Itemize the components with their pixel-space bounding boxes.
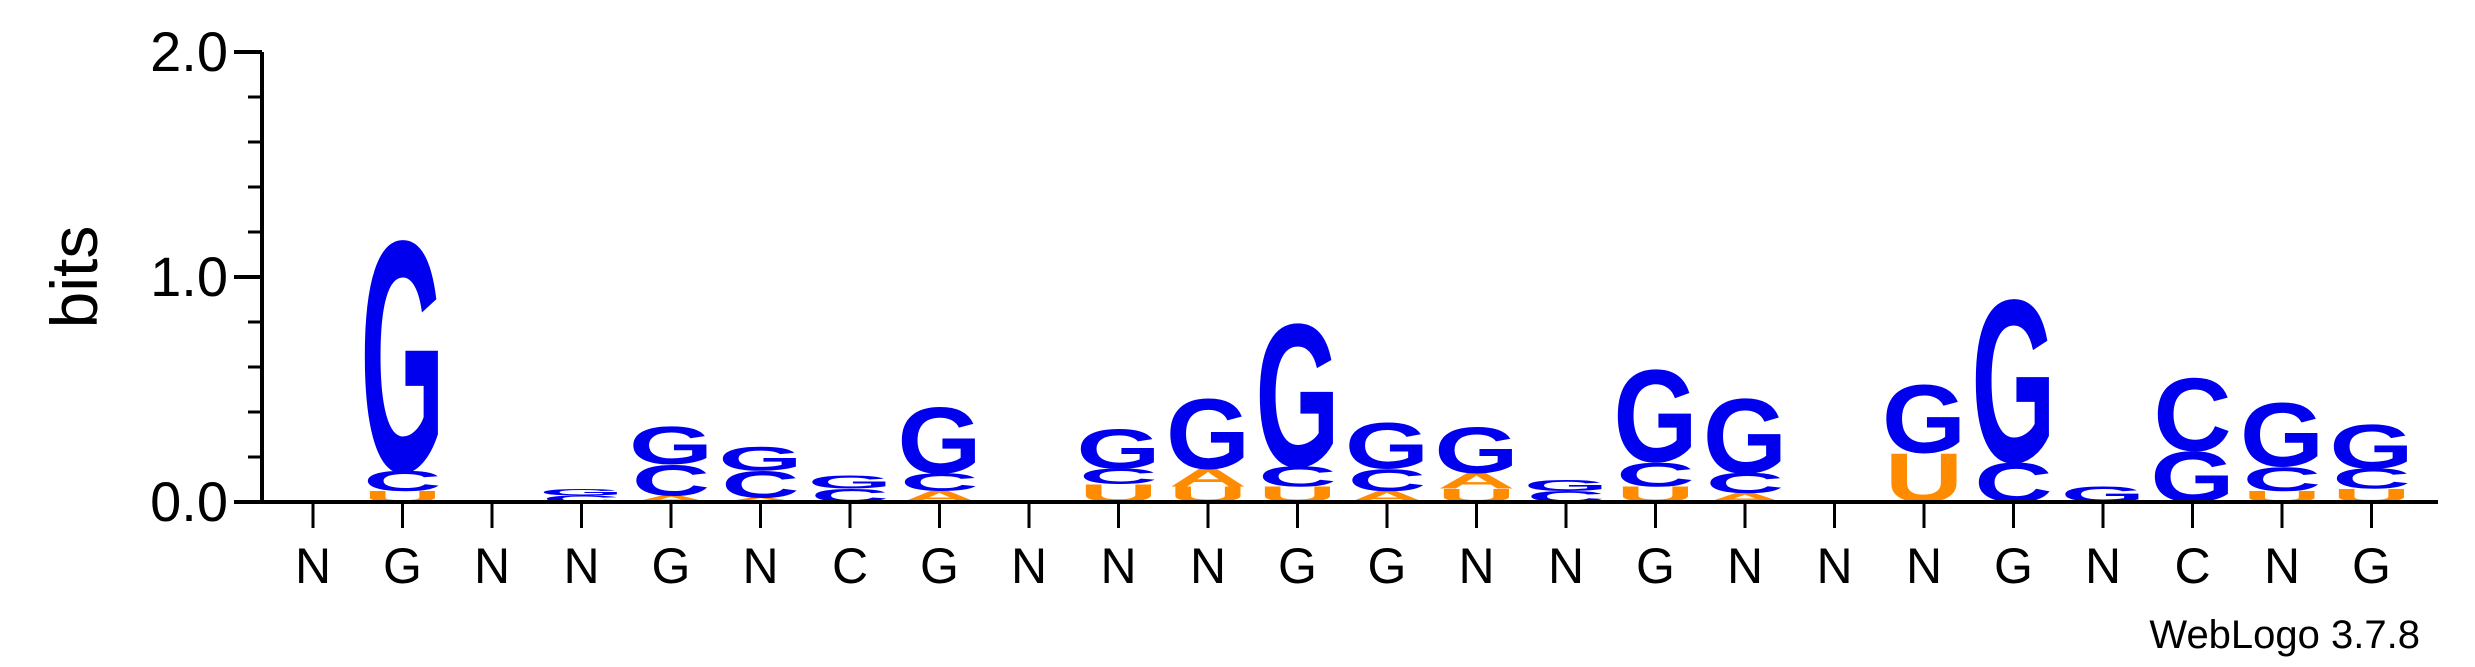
logo-letter-g: G [808, 472, 892, 493]
logo-letter-c: C [1616, 455, 1694, 494]
logo-letter-c: C [1079, 464, 1157, 489]
x-tick-label: N [295, 538, 331, 594]
x-tick-label: C [2174, 538, 2210, 594]
x-tick-label: C [832, 538, 868, 594]
y-axis-label: bits [37, 226, 111, 329]
logo-letter-g: G [1971, 253, 2055, 512]
logo-letter-g: G [1703, 376, 1787, 495]
logo-letter-a: A [1169, 464, 1247, 492]
logo-letter-a: A [632, 494, 710, 505]
x-tick-label: G [1636, 538, 1675, 594]
logo-letter-g: G [1434, 414, 1518, 488]
logo-letter-a: A [721, 496, 799, 503]
x-tick-label: N [1727, 538, 1763, 594]
x-tick-label: N [1816, 538, 1852, 594]
x-tick-label: G [1994, 538, 2033, 594]
logo-letter-g: G [1166, 378, 1250, 491]
x-tick-label: N [563, 538, 599, 594]
weblogo-credit: WebLogo 3.7.8 [2149, 613, 2420, 657]
y-tick-label: 1.0 [150, 245, 228, 308]
logo-letter-c: C [2243, 460, 2321, 499]
x-tick-label: N [1100, 538, 1136, 594]
x-tick-label: G [652, 538, 691, 594]
logo-letter-g: G [1882, 365, 1966, 474]
x-tick-label: N [2264, 538, 2300, 594]
logo-letter-g: G [2240, 384, 2324, 486]
logo-letter-c: C [542, 494, 620, 505]
logo-letter-c: C [1348, 462, 1426, 497]
logo-letter-g: G [1524, 477, 1608, 494]
logo-letter-c: C [363, 465, 441, 497]
logo-letter-g: G [718, 440, 802, 479]
logo-letter-c: C [1706, 467, 1784, 499]
x-tick-label: G [1278, 538, 1317, 594]
logo-letter-a: A [1437, 469, 1515, 494]
logo-letter-c: C [1258, 461, 1336, 493]
x-tick-label: G [1368, 538, 1407, 594]
x-tick-label: N [742, 538, 778, 594]
logo-letter-g: G [1345, 409, 1429, 483]
x-tick-label: N [2085, 538, 2121, 594]
x-tick-label: G [383, 538, 422, 594]
logo-letter-c: C [2153, 357, 2231, 472]
y-tick-label: 2.0 [150, 20, 228, 83]
x-tick-label: N [1011, 538, 1047, 594]
logo-letter-g: G [2329, 411, 2413, 481]
logo-letter-g: G [629, 416, 713, 475]
logo-letter-g: G [539, 487, 623, 498]
logo-letter-c: C [900, 468, 978, 496]
logo-letter-g: G [897, 387, 981, 493]
x-tick-label: N [1906, 538, 1942, 594]
x-tick-label: N [474, 538, 510, 594]
x-tick-label: N [1548, 538, 1584, 594]
logo-letter-g: G [1076, 418, 1160, 481]
y-ticks: 0.0 1.0 2.0 [150, 20, 262, 533]
y-tick-label: 0.0 [150, 470, 228, 533]
logo-letter-c: C [632, 455, 710, 504]
logo-letter-g: G [1255, 281, 1339, 510]
x-tick-label: N [1458, 538, 1494, 594]
logo-letter-g: G [1613, 342, 1697, 490]
logo-letter-g: G [360, 174, 444, 542]
x-tick-label: G [2352, 538, 2391, 594]
x-tick-label: N [1190, 538, 1226, 594]
logo-letter-c: C [2332, 463, 2410, 495]
logo-letter-c: C [721, 464, 799, 506]
x-tick-label: G [920, 538, 959, 594]
